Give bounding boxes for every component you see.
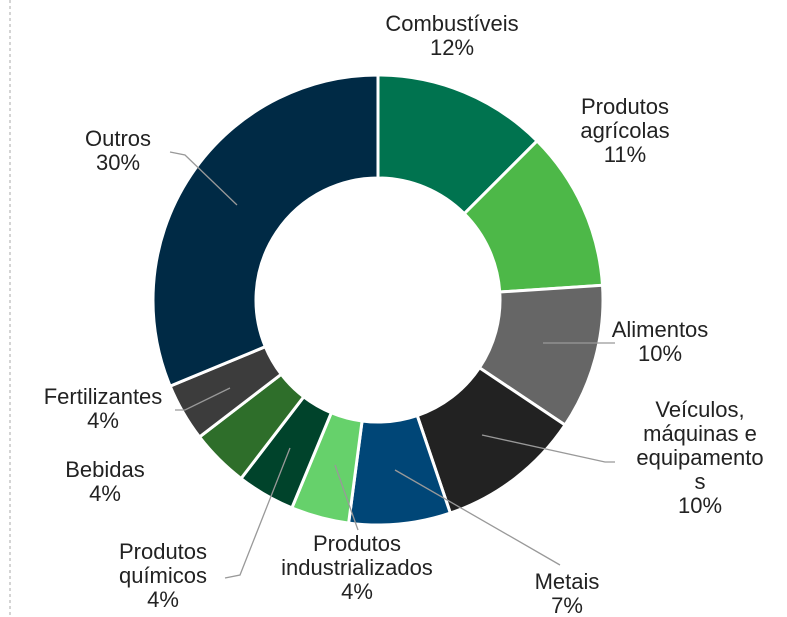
category-label: Outros	[84, 126, 152, 151]
slice-label: Metais 7%	[517, 570, 617, 617]
leader-line	[334, 464, 359, 531]
category-label: Metais	[534, 569, 600, 594]
value-label: 12%	[429, 35, 475, 60]
leader-line	[481, 434, 615, 463]
category-label: Produtos químicos	[118, 539, 208, 588]
value-label: 30%	[95, 150, 141, 175]
value-label: 4%	[89, 481, 121, 506]
category-label: Produtos industrializados	[281, 531, 433, 580]
slice-label: Fertilizantes 4%	[23, 385, 183, 433]
leader-line	[224, 447, 291, 579]
category-label: Fertilizantes	[43, 384, 163, 409]
category-label: Veículos, máquinas e equipamentos	[636, 397, 764, 494]
value-label: 10%	[677, 493, 723, 518]
leader-line	[394, 469, 561, 566]
slice-label: Combustíveis 12%	[352, 12, 552, 60]
slice-label: Produtos agrícolas 11%	[570, 95, 680, 167]
slice-label: Produtos industrializados 4%	[257, 532, 457, 604]
value-label: 11%	[603, 142, 647, 167]
slice-label: Outros 30%	[63, 127, 173, 175]
value-label: 4%	[147, 587, 179, 612]
value-label: 4%	[87, 408, 119, 433]
slice-label: Produtos químicos 4%	[98, 540, 228, 612]
category-label: Alimentos	[611, 317, 709, 342]
slice-label: Alimentos 10%	[600, 318, 720, 366]
value-label: 7%	[551, 593, 583, 617]
category-label: Produtos agrícolas	[580, 94, 670, 143]
leader-line	[169, 151, 238, 206]
category-label: Combustíveis	[385, 11, 519, 36]
slice-label: Veículos, máquinas e equipamentos 10%	[633, 398, 768, 518]
slice-label: Bebidas 4%	[45, 458, 165, 506]
slice	[151, 73, 380, 389]
category-label: Bebidas	[65, 457, 145, 482]
leader-line	[175, 387, 231, 411]
value-label: 4%	[341, 579, 373, 604]
leader-lines	[169, 151, 615, 579]
value-label: 10%	[637, 341, 683, 366]
